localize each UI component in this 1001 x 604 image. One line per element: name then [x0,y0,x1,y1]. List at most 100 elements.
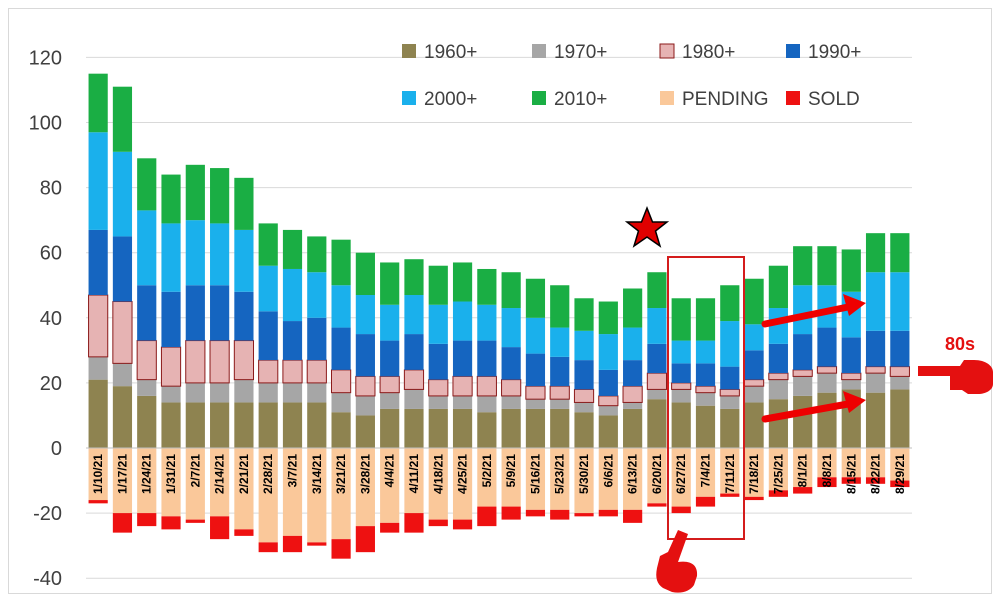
bar-segment-1970 [841,379,861,390]
y-tick-label: 120 [29,47,62,69]
y-tick-label: 40 [40,308,62,330]
bar-segment-pending [623,448,643,510]
bar-segment-1980 [816,366,838,374]
bar-segment-pending [501,448,521,507]
x-tick-label: 2/7/21 [188,454,202,488]
bar-segment-1990 [161,291,181,348]
bar-segment-sold [525,509,546,517]
bar-segment-1960 [793,395,813,448]
bar-segment-2000 [671,340,691,364]
legend-label: SOLD [808,89,860,110]
bar-segment-1960 [428,408,448,448]
bar-segment-pending [841,448,861,478]
bar-segment-1970 [793,376,813,396]
bar-segment-2000 [647,308,667,344]
bar-segment-1960 [355,415,375,448]
x-tick-label: 7/4/21 [699,454,713,488]
bar-segment-1970 [185,382,205,403]
bar-segment-2010 [550,285,570,328]
bar-segment-pending [671,448,691,507]
bar-segment-1960 [112,386,133,448]
bar-segment-sold [404,513,424,533]
bar-segment-1960 [671,402,691,448]
bar-segment-sold [137,513,157,527]
bar-segment-2010 [234,177,254,230]
x-tick-label: 6/20/21 [650,454,664,494]
x-tick-label: 3/14/21 [310,454,324,494]
bar-segment-1990 [720,366,740,390]
legend-swatch [660,91,674,105]
x-tick-label: 5/30/21 [577,454,591,494]
bar-segment-1960 [598,415,618,448]
bars [88,73,910,559]
x-tick-label: 7/25/21 [771,454,785,494]
highlight-box [667,256,745,540]
bar-segment-1990 [623,360,643,387]
bar-segment-1980 [209,340,230,384]
bar-segment-pending [477,448,497,507]
x-tick-label: 8/22/21 [869,454,883,494]
callout-80s-label: 80s [945,334,975,354]
bar-segment-pending [525,448,546,510]
bar-segment-1960 [307,402,327,448]
bar-segment-1970 [477,395,497,413]
x-tick-label: 4/4/21 [383,454,397,488]
x-tick-label: 2/21/21 [237,454,251,494]
bar-segment-1980 [233,340,255,381]
bar-segment-sold [307,542,327,546]
legend-swatch [532,44,546,58]
bar-segment-2010 [137,158,157,211]
bar-segment-2000 [234,229,254,292]
bar-segment-1960 [331,412,351,448]
bar-segment-2010 [744,278,764,325]
bar-segment-1990 [88,229,108,296]
bar-segment-2000 [598,334,618,370]
bar-segment-1960 [477,412,497,448]
bar-segment-1990 [428,343,448,380]
bar-segment-1970 [525,399,546,409]
bar-segment-sold [161,516,181,530]
bar-segment-sold [817,477,837,488]
bar-segment-sold [452,519,473,530]
legend-swatch [532,91,546,105]
pointing-hand-right-icon [918,360,993,394]
bar-segment-sold [501,506,521,520]
bar-segment-1980 [622,385,643,403]
legend: 1960+ 1970+ 1980+ 1990+ 2000+ 2010+ PENDING SOL… [402,42,861,110]
bar-segment-sold [112,513,133,533]
x-tick-label: 5/16/21 [528,454,542,494]
bar-segment-2010 [890,233,910,273]
bar-segment-pending [865,448,886,478]
x-tick-label: 3/28/21 [358,454,372,494]
red-star-icon [624,205,670,248]
bar-segment-1980 [330,369,352,394]
legend-swatch [659,43,675,59]
bar-segment-1970 [598,405,618,416]
bar-segment-sold [890,480,910,488]
bar-segment-2000 [720,321,740,367]
bar-segment-1980 [743,379,765,387]
bar-segment-1960 [234,402,254,448]
bar-segment-2010 [623,288,643,328]
bar-segment-1970 [331,392,351,413]
bar-segment-2010 [501,272,521,309]
bar-segment-1960 [210,402,230,448]
bar-segment-2010 [841,249,861,292]
bar-segment-1960 [817,392,837,448]
bar-segment-2000 [817,285,837,328]
bar-segment-sold [185,519,205,523]
bar-segment-2000 [331,285,351,328]
x-tick-label: 5/23/21 [553,454,567,494]
bar-segment-1990 [282,321,303,361]
bar-segment-1980 [865,366,886,374]
bar-segment-1990 [768,343,788,374]
bar-segment-2000 [550,327,570,357]
bar-segment-1960 [161,402,181,448]
legend-label: 1960+ [424,42,477,63]
y-tick-label: 80 [40,178,62,200]
bar-segment-sold [355,526,375,553]
bar-segment-1980 [160,346,182,387]
bar-segment-1990 [574,360,594,390]
bar-segment-1990 [501,347,521,380]
bar-segment-1960 [720,408,740,448]
